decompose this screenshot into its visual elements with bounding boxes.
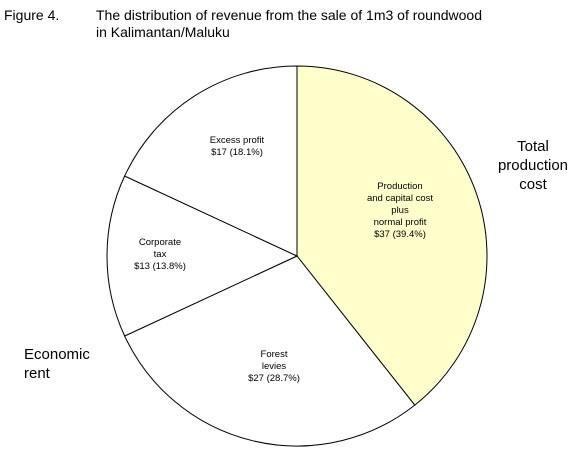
slice-label-production-and-capital-cost-plus-normal-profit: Production and capital cost plus normal pro… [367,181,433,240]
figure-number: Figure 4. [4,7,60,23]
total-production-cost-label-line-3: cost [519,176,547,193]
total-production-cost-label-line-2: production [497,157,569,174]
slice-label-line: Corporate [139,237,181,248]
chart-title-line-2: in Kalimantan/Maluku [96,24,230,40]
pie-slice-corporate-tax [106,175,299,337]
total-production-cost-label: Total production cost [488,137,578,194]
slice-label-line: tax [154,249,167,260]
pie-slice-production-and-capital-cost-plus-normal-profit [296,65,488,406]
slice-label-excess-profit: Excess profit $17 (18.1%) [210,135,265,158]
slice-label-line: and capital cost [367,193,433,204]
economic-rent-label: Economic rent [24,345,104,383]
chart-title-line-1: The distribution of revenue from the sal… [96,7,482,23]
slice-label-forest-levies: Forest levies $27 (28.7%) [248,349,300,384]
slice-label-line: $37 (39.4%) [374,229,426,240]
economic-rent-label-line-1: Economic [24,346,90,363]
pie-slice-forest-levies [123,255,416,447]
slice-label-line: normal profit [374,217,427,228]
chart-title: The distribution of revenue from the sal… [96,7,576,41]
slice-label-line: Production [377,181,422,192]
slice-label-line: levies [262,361,287,372]
economic-rent-label-line-2: rent [24,365,50,382]
slice-label-line: $13 (13.8%) [134,261,186,272]
pie-slice-excess-profit [123,65,298,257]
total-production-cost-label-line-1: Total [517,138,549,155]
slice-label-line: plus [391,205,409,216]
slice-label-line: $17 (18.1%) [211,147,263,158]
slice-label-corporate-tax: Corporate tax $13 (13.8%) [134,237,186,272]
slice-label-line: $27 (28.7%) [248,373,300,384]
slice-label-line: Forest [261,349,288,360]
slice-label-line: Excess profit [210,135,265,146]
